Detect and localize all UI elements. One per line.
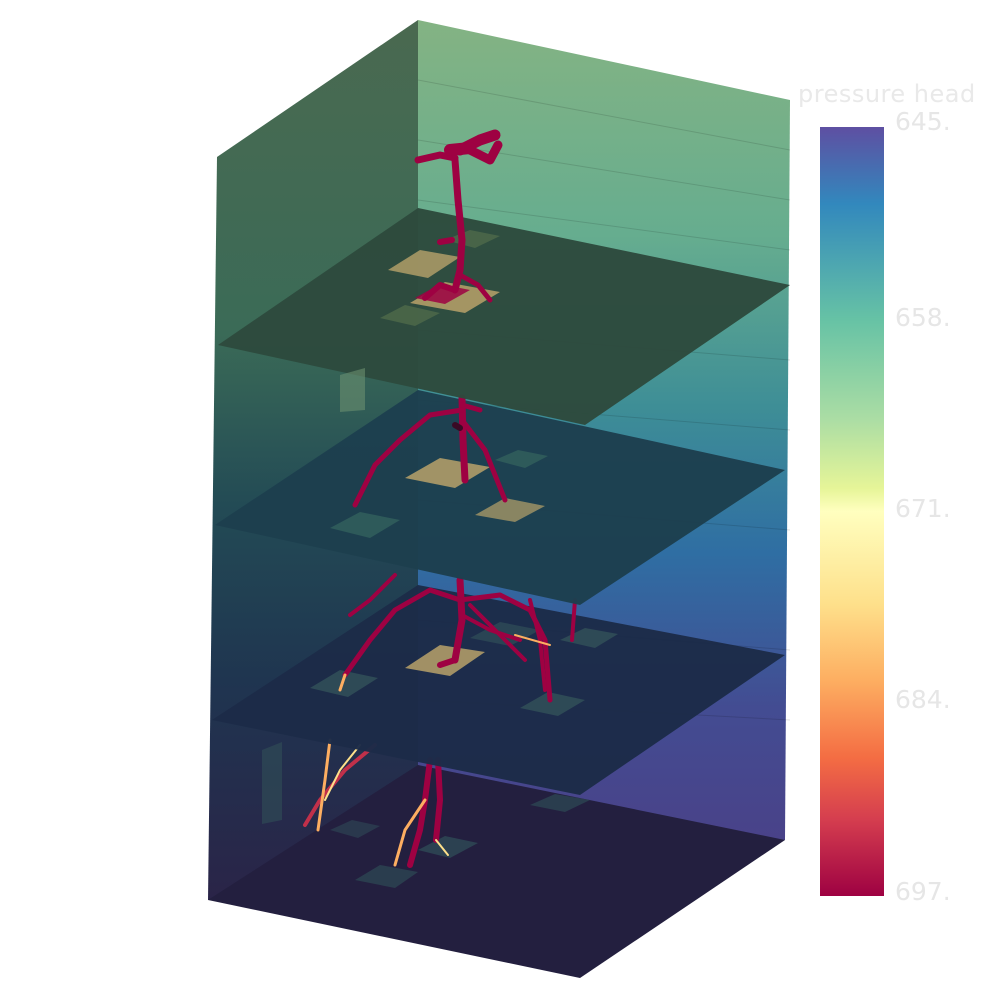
wall-highlight-lower xyxy=(262,742,282,824)
slice-second xyxy=(215,390,785,605)
colorbar-tick: 684. xyxy=(895,685,951,714)
slice-bottom-cells xyxy=(330,794,590,888)
slice-second-cells xyxy=(330,450,548,538)
colorbar-tick: 697. xyxy=(895,877,951,906)
slice-bottom xyxy=(208,765,785,978)
wall-highlight xyxy=(340,368,365,412)
roots-top xyxy=(414,129,503,303)
roots-upper xyxy=(352,394,508,508)
colorbar-gradient xyxy=(820,127,884,896)
colorbar-title: pressure head xyxy=(798,80,976,108)
slice-third xyxy=(212,585,785,795)
roots-lower xyxy=(303,738,449,868)
colorbar-tick: 671. xyxy=(895,494,951,523)
colorbar-tick: 658. xyxy=(895,303,951,332)
roots-middle xyxy=(338,573,577,703)
colorbar xyxy=(820,127,884,896)
colorbar-tick: 645. xyxy=(895,107,951,136)
